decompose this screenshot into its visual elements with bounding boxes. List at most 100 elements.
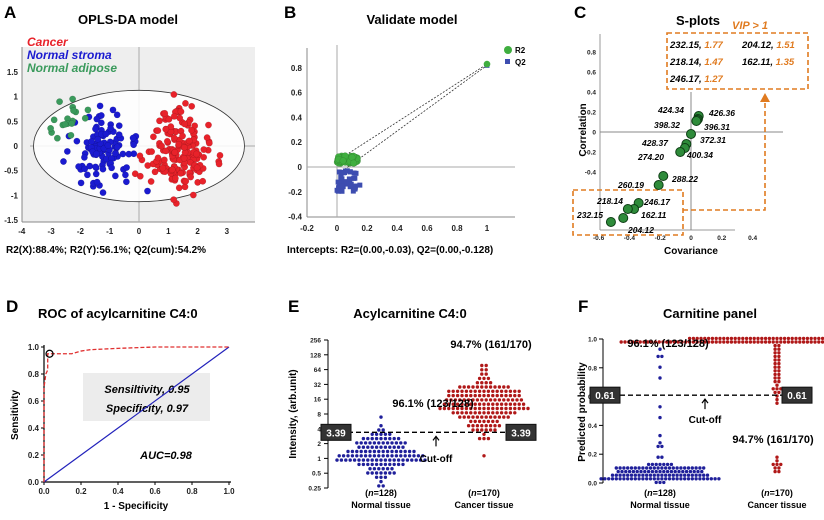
sample-dot: [486, 419, 491, 424]
sample-dot: [394, 454, 399, 458]
sample-dot: [677, 469, 681, 474]
sample-dot: [658, 441, 662, 445]
sample-dot: [660, 473, 664, 477]
r2-regression-line: [336, 63, 488, 162]
q2-point: [347, 169, 353, 175]
sample-dot: [368, 454, 372, 458]
sample-dot: [607, 477, 611, 481]
normal-tissue-label: Normal tissue: [630, 500, 690, 510]
cutoff-badge: [320, 423, 352, 441]
sample-dot: [684, 469, 689, 474]
legend-cancer: Cancer: [27, 35, 69, 49]
x-tick-label: 0: [137, 227, 142, 236]
sample-dot: [374, 432, 379, 436]
svg-text:246.17, 1.27: 246.17, 1.27: [669, 74, 724, 85]
score-point: [189, 191, 197, 199]
point-label: 372.31: [700, 135, 726, 145]
sample-dot: [656, 444, 660, 449]
y-tick-label: 1.0: [588, 337, 597, 344]
sample-dot: [357, 458, 361, 462]
arrow-head-icon: [760, 93, 770, 102]
sample-dot: [683, 473, 687, 477]
sample-dot: [460, 406, 464, 411]
optimal-point-marker: [45, 349, 54, 358]
score-point: [68, 120, 76, 127]
sample-dot: [394, 441, 399, 445]
sample-dot: [627, 340, 631, 344]
sample-dot: [639, 469, 643, 474]
score-point: [63, 148, 71, 155]
sample-dot: [451, 389, 455, 393]
x-tick-label: -0.2: [300, 224, 314, 233]
sample-dot: [773, 376, 777, 380]
point-label: 396.31: [704, 122, 730, 132]
sample-dot: [763, 340, 768, 344]
sample-dot: [656, 466, 660, 470]
sample-dot: [714, 336, 718, 341]
sample-dot: [392, 462, 396, 467]
sample-dot: [645, 477, 649, 481]
sample-dot: [462, 415, 466, 419]
sample-dot: [665, 469, 670, 474]
score-point: [181, 183, 189, 191]
score-point: [81, 165, 89, 173]
sample-dot: [652, 473, 656, 477]
q2-point: [338, 177, 344, 183]
sample-dot: [442, 406, 447, 411]
sample-dot: [748, 336, 753, 341]
sample-dot: [469, 393, 473, 398]
sample-dot: [656, 354, 660, 359]
sample-dot: [473, 393, 477, 398]
point-label: 218.14: [596, 196, 623, 206]
sample-dot: [477, 389, 482, 393]
sample-dot: [513, 411, 517, 415]
sample-dot: [381, 428, 385, 432]
sample-dot: [366, 436, 370, 441]
score-point: [144, 162, 152, 169]
score-point: [159, 164, 167, 172]
q2-point: [352, 175, 358, 181]
vip-box: [666, 32, 809, 90]
sample-dot: [379, 432, 383, 436]
sample-dot: [521, 406, 526, 411]
sample-dot: [396, 436, 401, 441]
point-label: 260.19: [617, 180, 644, 190]
sample-dot: [484, 428, 488, 432]
sample-dot: [379, 462, 383, 467]
panel-f: F Carnitine panel Predicted probability …: [577, 297, 824, 510]
sample-dot: [359, 449, 363, 454]
sample-dot: [622, 477, 626, 481]
normal-tissue-label: Normal tissue: [351, 500, 411, 510]
sample-dot: [355, 454, 359, 458]
selected-points-box: [572, 189, 684, 236]
sample-dot: [363, 449, 368, 454]
sample-dot: [484, 363, 488, 368]
svg-text:162.11, 1.35: 162.11, 1.35: [742, 57, 795, 68]
x-tick-label: 1: [166, 227, 171, 236]
sample-dot: [372, 467, 377, 471]
score-point: [154, 154, 162, 162]
panel-label-e: E: [288, 297, 299, 316]
sample-dot: [374, 458, 379, 462]
sample-dot: [385, 441, 390, 445]
sample-dot: [504, 411, 508, 415]
x-tick-label: -1: [106, 227, 114, 236]
sample-dot: [392, 445, 396, 449]
svg-text:232.15, 1.77: 232.15, 1.77: [669, 40, 724, 51]
score-point: [83, 171, 91, 179]
sample-dot: [623, 340, 627, 344]
y-tick-label: 0.4: [291, 113, 303, 122]
score-point: [151, 168, 159, 176]
sample-dot: [499, 411, 504, 415]
sample-dot: [779, 336, 783, 341]
sample-dot: [458, 385, 462, 389]
y-tick-label: 1.5: [7, 68, 19, 77]
sample-dot: [733, 340, 737, 344]
panel-c-ylabel: Correlation: [578, 103, 589, 156]
sample-dot: [482, 411, 486, 415]
sample-dot: [777, 390, 781, 395]
sample-dot: [383, 475, 388, 479]
sample-dot: [633, 477, 637, 481]
score-point: [88, 137, 95, 145]
sample-dot: [786, 340, 791, 344]
